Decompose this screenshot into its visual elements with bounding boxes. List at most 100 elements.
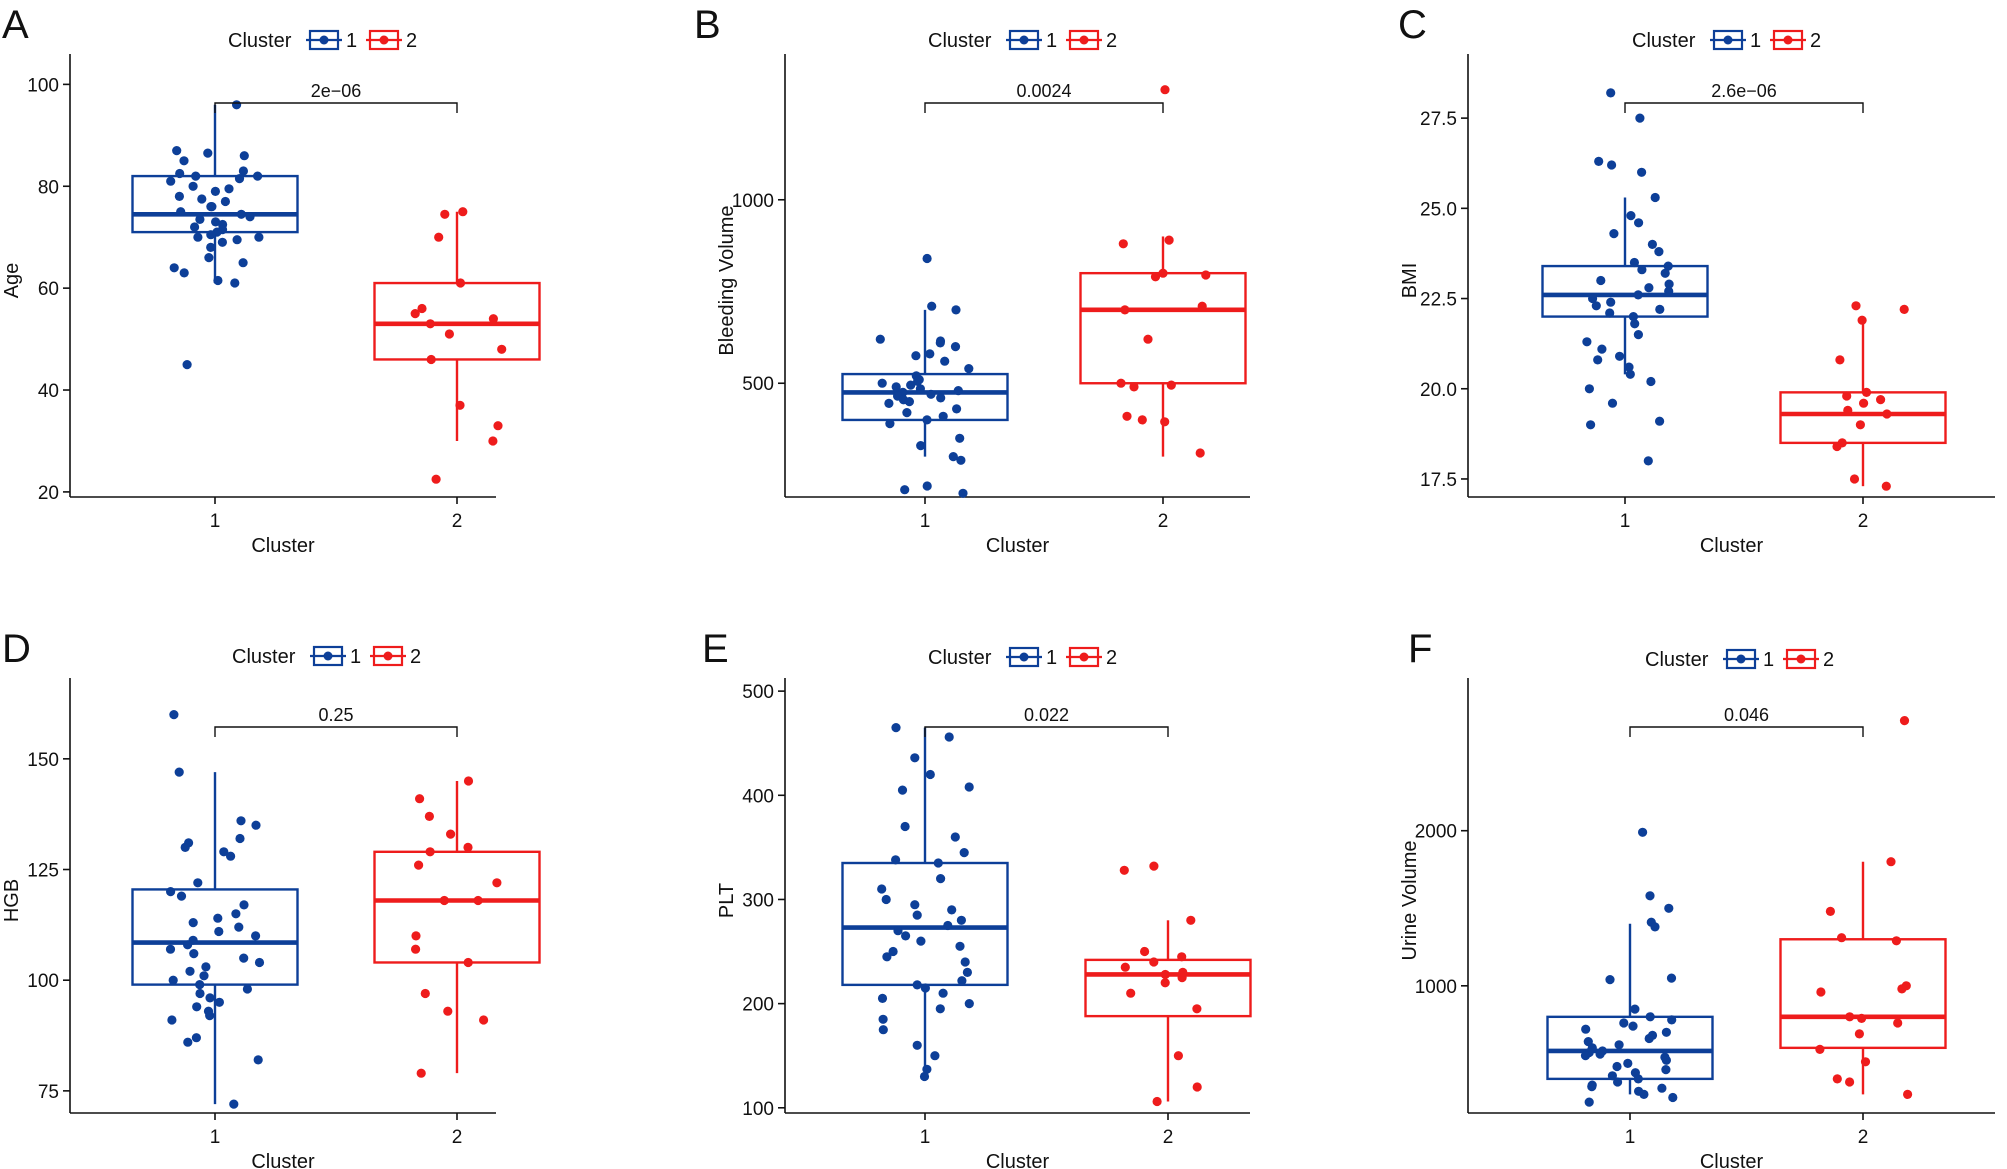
significance-bracket xyxy=(214,102,458,113)
data-point xyxy=(1663,261,1673,271)
box-cluster-1 xyxy=(131,710,299,1109)
data-point xyxy=(960,957,970,967)
y-tick-label: 75 xyxy=(38,1082,59,1103)
data-point xyxy=(1116,378,1126,388)
data-point xyxy=(1150,272,1161,282)
box-cluster-2 xyxy=(1084,861,1252,1107)
data-point xyxy=(183,1037,193,1047)
data-point xyxy=(232,235,242,245)
panel-d: D Cluster 1 2 75 100 125 150 1 2 Cluster HGB 0.25 xyxy=(1,627,541,1169)
data-point xyxy=(239,151,249,161)
data-point xyxy=(224,184,234,194)
data-point xyxy=(1857,1013,1867,1024)
data-point xyxy=(239,953,249,963)
data-point xyxy=(236,816,246,826)
data-point xyxy=(193,232,203,242)
data-point xyxy=(416,1068,426,1078)
data-point xyxy=(877,884,887,894)
data-point xyxy=(1667,1015,1677,1025)
data-point xyxy=(877,378,887,388)
legend-key-cluster-2: 2 xyxy=(1770,29,1821,52)
data-point xyxy=(1605,308,1615,318)
data-point xyxy=(1633,1074,1643,1084)
data-point xyxy=(1625,369,1635,379)
data-point xyxy=(1140,946,1150,957)
legend-key-dot xyxy=(1079,652,1089,662)
legend-key-cluster-2: 2 xyxy=(366,29,417,52)
y-tick-label: 27.5 xyxy=(1420,109,1457,130)
iqr-box xyxy=(841,861,1009,987)
x-tick-label: 1 xyxy=(210,511,221,532)
data-point xyxy=(191,1033,201,1043)
legend: Cluster 1 2 xyxy=(928,646,1117,669)
data-point xyxy=(884,398,894,408)
x-tick-label: 2 xyxy=(1158,511,1169,532)
data-point xyxy=(888,946,898,957)
data-point xyxy=(1643,456,1653,466)
legend-label: 1 xyxy=(346,30,357,52)
data-point xyxy=(1160,978,1170,988)
data-point xyxy=(1835,355,1845,365)
legend-label: 1 xyxy=(1046,30,1057,52)
data-point xyxy=(410,309,420,319)
data-point xyxy=(1638,827,1648,837)
p-value-label: 0.022 xyxy=(1024,705,1069,725)
legend-key-cluster-1: 1 xyxy=(1006,29,1057,52)
iqr-box xyxy=(1541,264,1709,318)
data-point xyxy=(229,1099,239,1109)
data-point xyxy=(169,710,179,720)
data-point xyxy=(1837,933,1847,943)
data-point xyxy=(214,926,224,937)
data-point xyxy=(1628,1021,1638,1031)
legend-key-dot xyxy=(1736,654,1746,664)
data-point xyxy=(1596,275,1606,286)
data-point xyxy=(1666,973,1677,983)
data-point xyxy=(951,305,961,315)
x-axis-title: Cluster xyxy=(986,1151,1050,1169)
legend-key-dot xyxy=(1019,35,1029,45)
data-point xyxy=(1607,160,1617,170)
data-point xyxy=(1639,1089,1649,1099)
data-point xyxy=(1152,1096,1162,1107)
data-point xyxy=(950,832,960,842)
data-point xyxy=(913,376,923,386)
data-point xyxy=(220,196,230,207)
data-point xyxy=(169,263,179,273)
legend-label: 2 xyxy=(1106,30,1117,52)
data-point xyxy=(1186,915,1196,925)
data-point xyxy=(1626,211,1636,221)
data-point xyxy=(1646,376,1656,387)
data-point xyxy=(904,397,915,407)
legend-key-cluster-2: 2 xyxy=(1066,29,1117,52)
legend-title: Cluster xyxy=(1632,30,1696,52)
data-point xyxy=(1815,1044,1825,1054)
data-point xyxy=(956,915,967,925)
iqr-box xyxy=(373,850,541,964)
data-point xyxy=(492,878,502,888)
y-tick-label: 150 xyxy=(27,750,59,771)
data-point xyxy=(916,441,926,451)
data-point xyxy=(948,452,958,462)
p-value-label: 0.0024 xyxy=(1016,81,1071,101)
x-axis-title: Cluster xyxy=(1700,1151,1764,1169)
data-point xyxy=(877,993,888,1004)
data-point xyxy=(936,874,946,884)
y-tick-label: 100 xyxy=(27,75,59,96)
box-cluster-2 xyxy=(1079,85,1247,458)
legend-label: 2 xyxy=(1810,30,1821,52)
y-tick-label: 200 xyxy=(742,995,774,1016)
panel-letter: D xyxy=(2,627,31,671)
legend: Cluster 1 2 xyxy=(1645,648,1834,671)
data-point xyxy=(1595,1049,1605,1059)
data-point xyxy=(1164,235,1174,245)
p-value-label: 0.046 xyxy=(1724,705,1769,725)
data-point xyxy=(1587,1082,1597,1092)
data-point xyxy=(1655,416,1665,426)
legend-key-cluster-1: 1 xyxy=(310,645,361,668)
data-point xyxy=(912,1040,922,1050)
data-point xyxy=(1851,301,1861,311)
data-point xyxy=(417,303,427,314)
data-point xyxy=(1197,301,1207,311)
data-point xyxy=(1854,1029,1864,1039)
data-point xyxy=(1645,1012,1655,1022)
